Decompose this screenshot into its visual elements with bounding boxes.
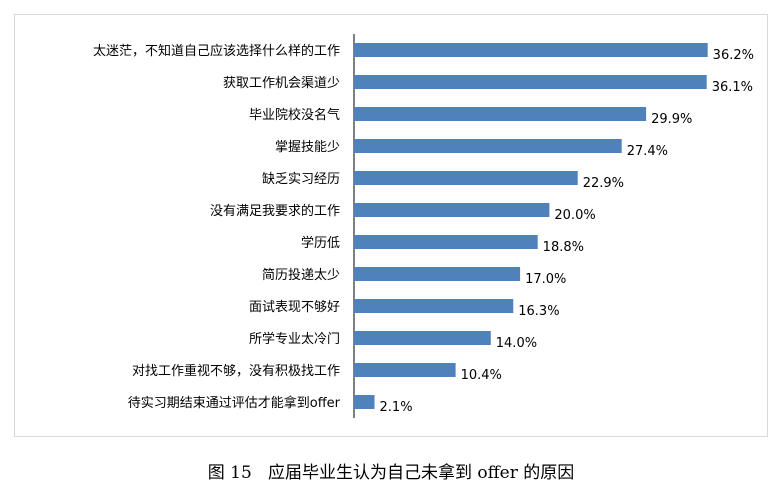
bar bbox=[354, 395, 375, 409]
category-label: 所学专业太冷门 bbox=[249, 331, 340, 347]
value-label: 14.0% bbox=[496, 336, 537, 351]
value-label: 27.4% bbox=[627, 144, 668, 159]
bar bbox=[354, 299, 514, 313]
category-label: 毕业院校没名气 bbox=[249, 107, 340, 123]
figure-caption: 图 15 应届毕业生认为自己未拿到 offer 的原因 bbox=[207, 463, 575, 483]
value-label: 20.0% bbox=[554, 208, 595, 223]
value-label: 2.1% bbox=[380, 400, 413, 415]
category-label: 简历投递太少 bbox=[262, 267, 340, 283]
bar bbox=[354, 267, 521, 281]
value-label: 10.4% bbox=[461, 368, 502, 383]
category-label: 面试表现不够好 bbox=[249, 300, 340, 315]
bar bbox=[354, 331, 491, 345]
value-label: 18.8% bbox=[543, 240, 584, 255]
bar bbox=[354, 203, 550, 217]
bar bbox=[354, 171, 578, 185]
bar bbox=[354, 107, 647, 121]
category-label: 获取工作机会渠道少 bbox=[223, 76, 340, 91]
value-label: 17.0% bbox=[525, 272, 566, 287]
bars-group: 太迷茫，不知道自己应该选择什么样的工作 36.2% 获取工作机会渠道少 36.1% 毕业… bbox=[93, 43, 754, 415]
category-label: 缺乏实习经历 bbox=[262, 172, 340, 187]
bar bbox=[354, 139, 622, 153]
value-label: 16.3% bbox=[518, 304, 559, 319]
category-label: 太迷茫，不知道自己应该选择什么样的工作 bbox=[93, 43, 340, 59]
value-label: 22.9% bbox=[583, 176, 624, 191]
category-label: 掌握技能少 bbox=[275, 140, 340, 155]
category-label: 学历低 bbox=[301, 235, 340, 251]
category-label: 没有满足我要求的工作 bbox=[210, 203, 340, 219]
bar bbox=[354, 235, 538, 249]
bar bbox=[354, 43, 708, 57]
bar bbox=[354, 363, 456, 377]
bar bbox=[354, 75, 707, 89]
value-label: 36.1% bbox=[712, 80, 753, 95]
value-label: 36.2% bbox=[713, 48, 754, 63]
category-label: 对找工作重视不够，没有积极找工作 bbox=[132, 363, 340, 379]
category-label: 待实习期结束通过评估才能拿到offer bbox=[128, 395, 341, 411]
value-label: 29.9% bbox=[651, 112, 692, 127]
